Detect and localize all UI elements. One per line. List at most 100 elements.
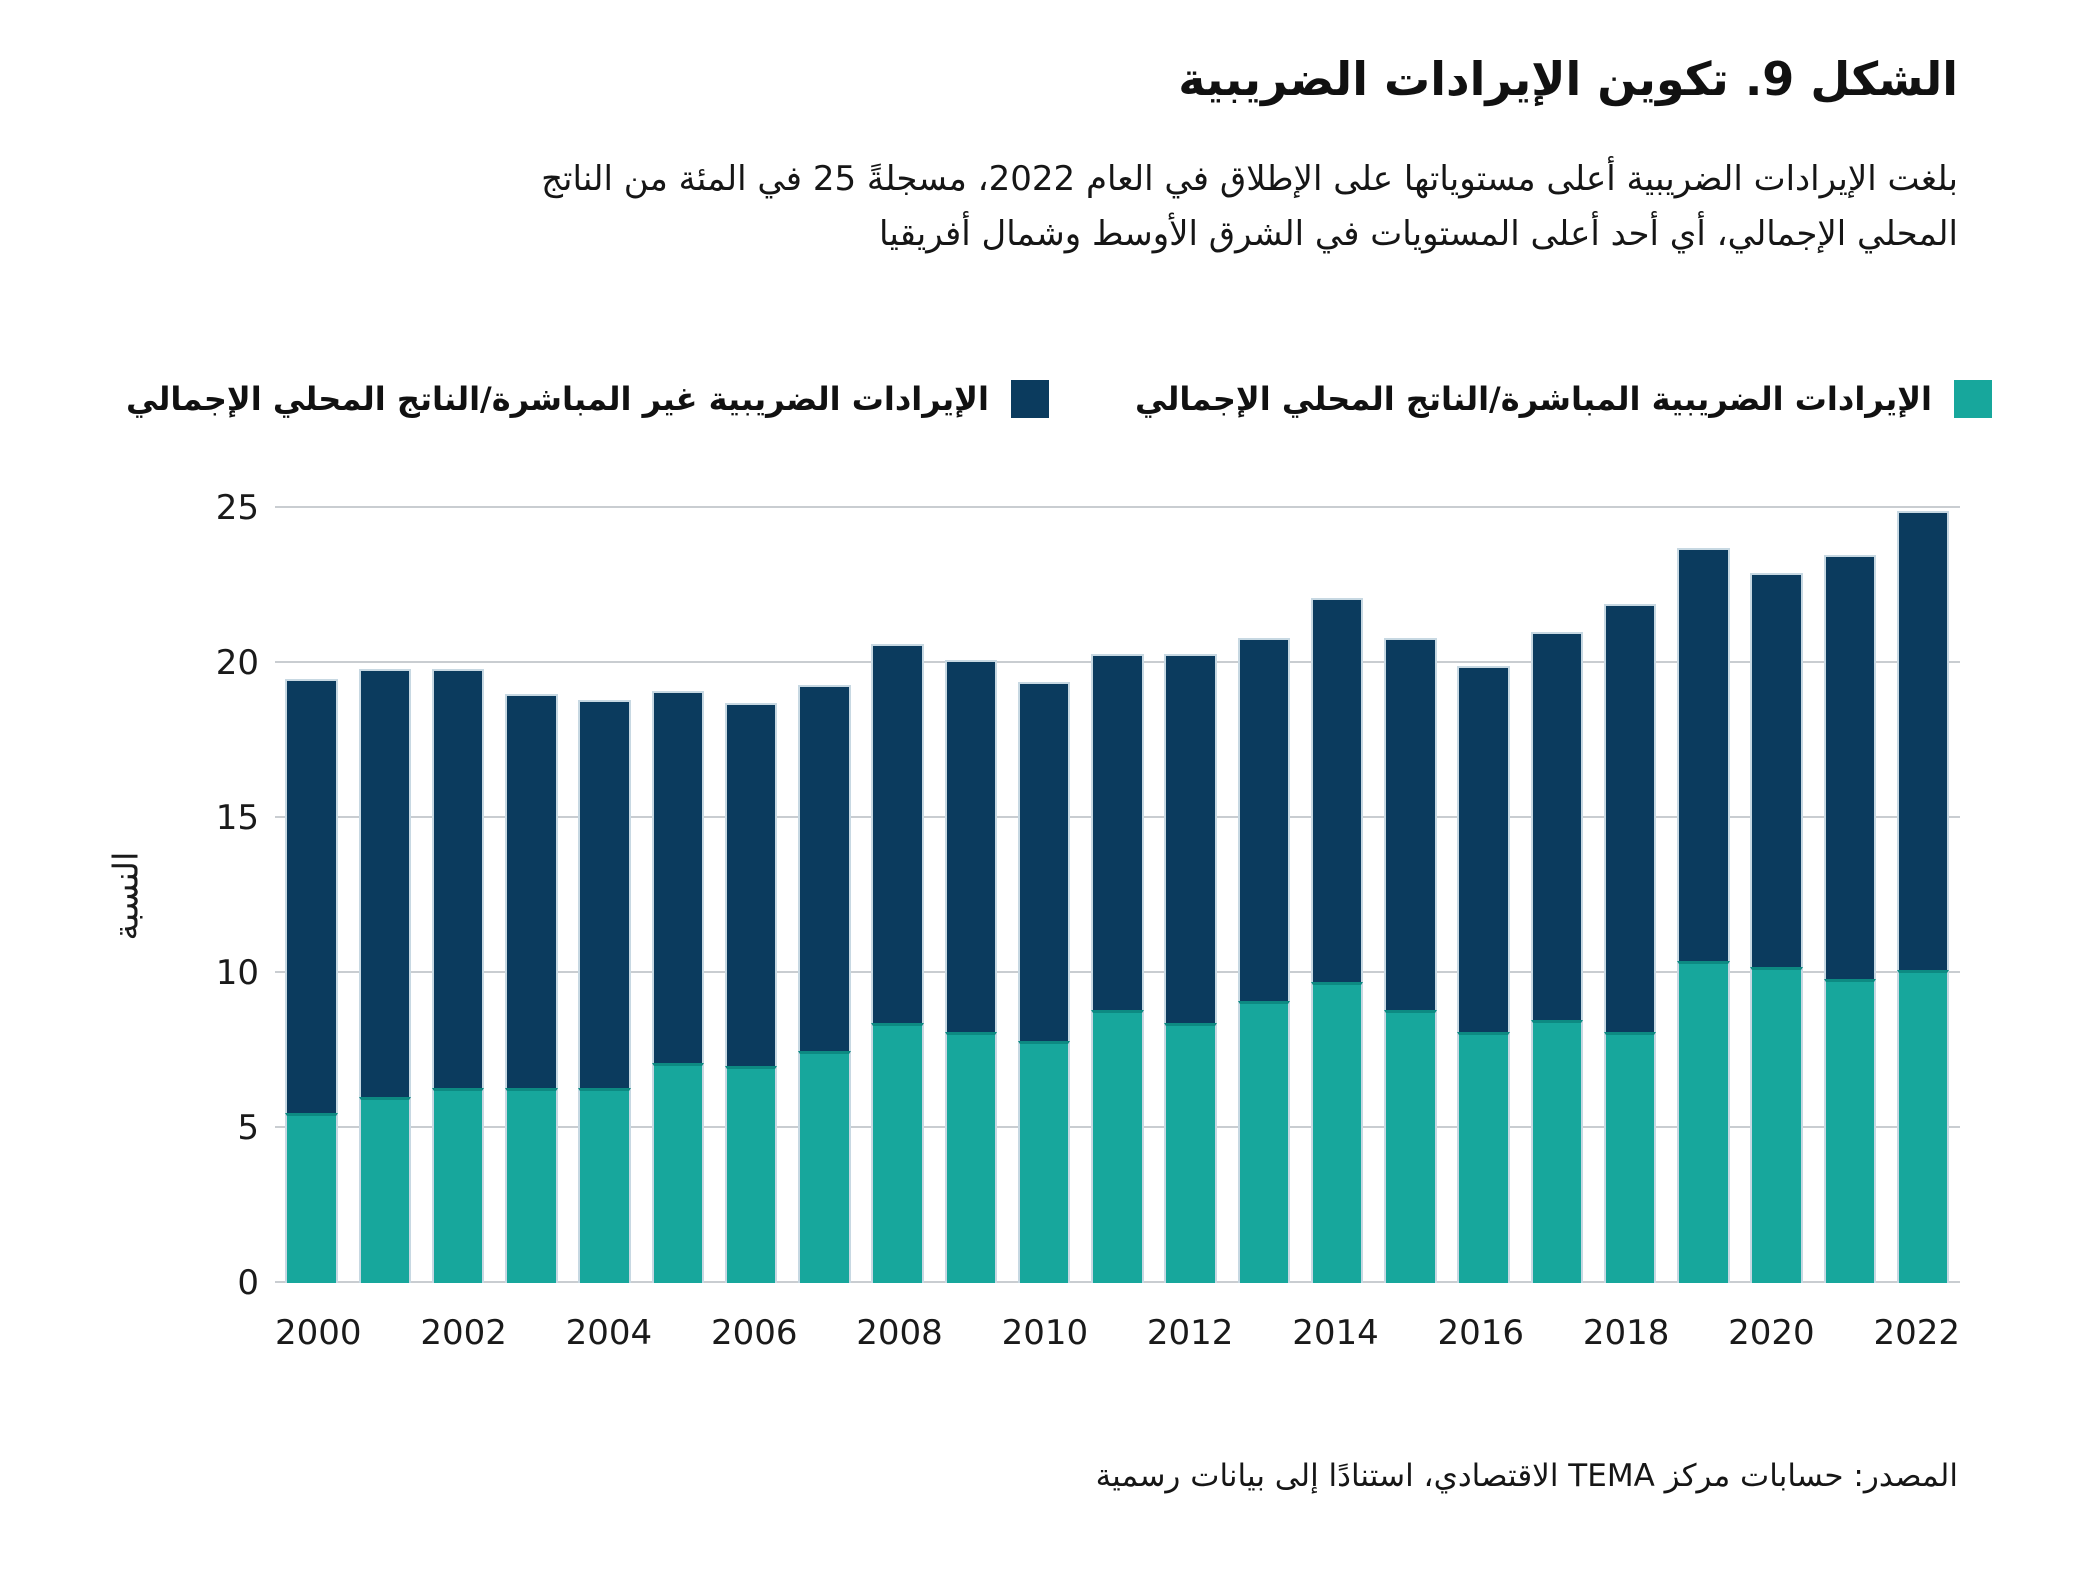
bar-2009-direct-segment <box>944 1031 998 1283</box>
bar-2021-indirect-segment <box>1823 554 1877 980</box>
x-tick-label-2020: 2020 <box>1728 1313 1815 1353</box>
bar-2005-indirect-segment <box>651 690 705 1063</box>
y-tick-label-5: 5 <box>237 1108 259 1148</box>
bar-2001-indirect-segment <box>358 669 412 1097</box>
x-tick-spacer <box>652 1313 711 1353</box>
bar-slot-2017 <box>1520 508 1593 1283</box>
bar-2014-direct-segment <box>1310 982 1364 1283</box>
bar-slot-2016 <box>1447 508 1520 1283</box>
bar-2000 <box>285 678 338 1283</box>
bar-2009-indirect-segment <box>944 659 998 1032</box>
x-tick-label-2006: 2006 <box>710 1313 798 1353</box>
bar-2018-indirect-segment <box>1603 604 1657 1032</box>
x-tick-label-2010: 2010 <box>1001 1313 1089 1353</box>
bar-2022-indirect-segment <box>1896 511 1950 970</box>
bar-2002 <box>431 669 485 1283</box>
bar-slot-2022 <box>1887 508 1960 1283</box>
plot-area: 0 5 10 15 20 25 <box>216 488 1960 1303</box>
bar-2015-direct-segment <box>1384 1010 1437 1283</box>
bar-2020 <box>1750 573 1803 1283</box>
bar-2011-indirect-segment <box>1091 653 1144 1011</box>
bar-2018 <box>1603 604 1657 1283</box>
bar-2014 <box>1310 597 1364 1283</box>
bar-2005-direct-segment <box>651 1062 705 1283</box>
bar-slot-2013 <box>1227 508 1300 1283</box>
x-tick-label-2016: 2016 <box>1437 1313 1525 1353</box>
bar-2012 <box>1164 653 1217 1283</box>
bar-2019-direct-segment <box>1677 960 1730 1283</box>
bar-2006-indirect-segment <box>724 703 778 1066</box>
bar-slot-2006 <box>715 508 788 1283</box>
bars-container <box>275 508 1960 1283</box>
x-tick-spacer <box>1379 1313 1438 1353</box>
y-tick-label-15: 15 <box>215 798 259 838</box>
bar-2006 <box>724 703 778 1283</box>
bar-2001 <box>358 669 412 1283</box>
bar-2003-direct-segment <box>505 1087 558 1283</box>
bar-slot-2014 <box>1301 508 1374 1283</box>
bar-2011 <box>1091 653 1144 1283</box>
bar-2002-indirect-segment <box>431 669 485 1088</box>
bar-2000-indirect-segment <box>285 678 338 1113</box>
y-tick-label-0: 0 <box>237 1263 259 1303</box>
bar-slot-2008 <box>861 508 934 1283</box>
bar-slot-2000 <box>275 508 348 1283</box>
bar-2004-indirect-segment <box>578 700 631 1088</box>
bar-2003-indirect-segment <box>505 694 558 1088</box>
x-tick-spacer <box>1233 1313 1292 1353</box>
bar-2012-indirect-segment <box>1164 653 1217 1023</box>
bar-2022 <box>1896 511 1950 1283</box>
x-axis-labels: 2000 2002 2004 2006 2008 2010 2012 2014 2016 2018… <box>275 1313 1960 1353</box>
bar-slot-2007 <box>788 508 861 1283</box>
x-tick-label-2008: 2008 <box>856 1313 943 1353</box>
bar-2007 <box>798 684 851 1283</box>
bar-slot-2003 <box>495 508 568 1283</box>
bar-slot-2005 <box>641 508 714 1283</box>
bar-slot-2021 <box>1813 508 1886 1283</box>
bar-2019 <box>1677 548 1730 1283</box>
x-tick-spacer <box>1088 1313 1147 1353</box>
x-tick-spacer <box>1669 1313 1728 1353</box>
bar-2010 <box>1017 681 1071 1283</box>
bar-2006-direct-segment <box>724 1066 778 1283</box>
subtitle-line-1: بلغت الإيرادات الضريبية أعلى مستوياتها ع… <box>541 159 1958 199</box>
bar-2008-direct-segment <box>871 1022 924 1283</box>
x-tick-spacer <box>362 1313 421 1353</box>
bar-2016 <box>1457 666 1510 1283</box>
x-tick-label-2018: 2018 <box>1582 1313 1670 1353</box>
y-axis-title: النسبة <box>106 851 147 940</box>
indirect-tax-swatch-icon <box>1010 380 1049 418</box>
bar-2020-direct-segment <box>1750 966 1803 1283</box>
x-tick-label-2022: 2022 <box>1873 1313 1960 1353</box>
source-note: المصدر: حسابات مركز TEMA الاقتصادي، استن… <box>1095 1458 1958 1494</box>
bar-2004 <box>578 700 631 1283</box>
bar-2015-indirect-segment <box>1384 638 1437 1011</box>
bar-2017 <box>1530 632 1584 1283</box>
bar-2000-direct-segment <box>285 1112 338 1283</box>
figure-title: الشكل 9. تكوين الإيرادات الضريبية <box>1178 52 1958 106</box>
bar-2019-indirect-segment <box>1677 548 1730 961</box>
bar-2004-direct-segment <box>578 1087 631 1283</box>
bar-slot-2015 <box>1374 508 1447 1283</box>
bar-2008-indirect-segment <box>871 644 924 1023</box>
bar-2005 <box>651 690 705 1283</box>
bar-2018-direct-segment <box>1603 1031 1657 1283</box>
bar-2002-direct-segment <box>431 1087 485 1283</box>
bar-2015 <box>1384 638 1437 1283</box>
x-tick-spacer <box>797 1313 856 1353</box>
x-tick-label-2014: 2014 <box>1292 1313 1379 1353</box>
bar-2011-direct-segment <box>1091 1010 1144 1283</box>
bar-2008 <box>871 644 924 1283</box>
chart-legend: الإيرادات الضريبية المباشرة/الناتج المحل… <box>126 380 1992 418</box>
bar-2007-direct-segment <box>798 1050 851 1283</box>
legend-item-direct: الإيرادات الضريبية المباشرة/الناتج المحل… <box>1135 380 1992 418</box>
bar-2020-indirect-segment <box>1750 573 1803 967</box>
bar-2003 <box>505 694 558 1283</box>
figure-subtitle: بلغت الإيرادات الضريبية أعلى مستوياتها ع… <box>541 152 1958 262</box>
legend-label-direct: الإيرادات الضريبية المباشرة/الناتج المحل… <box>1134 380 1932 418</box>
x-tick-label-2000: 2000 <box>275 1313 362 1353</box>
y-tick-label-10: 10 <box>215 953 259 993</box>
x-tick-spacer <box>1815 1313 1874 1353</box>
bar-2017-indirect-segment <box>1530 632 1584 1020</box>
bar-slot-2020 <box>1740 508 1813 1283</box>
